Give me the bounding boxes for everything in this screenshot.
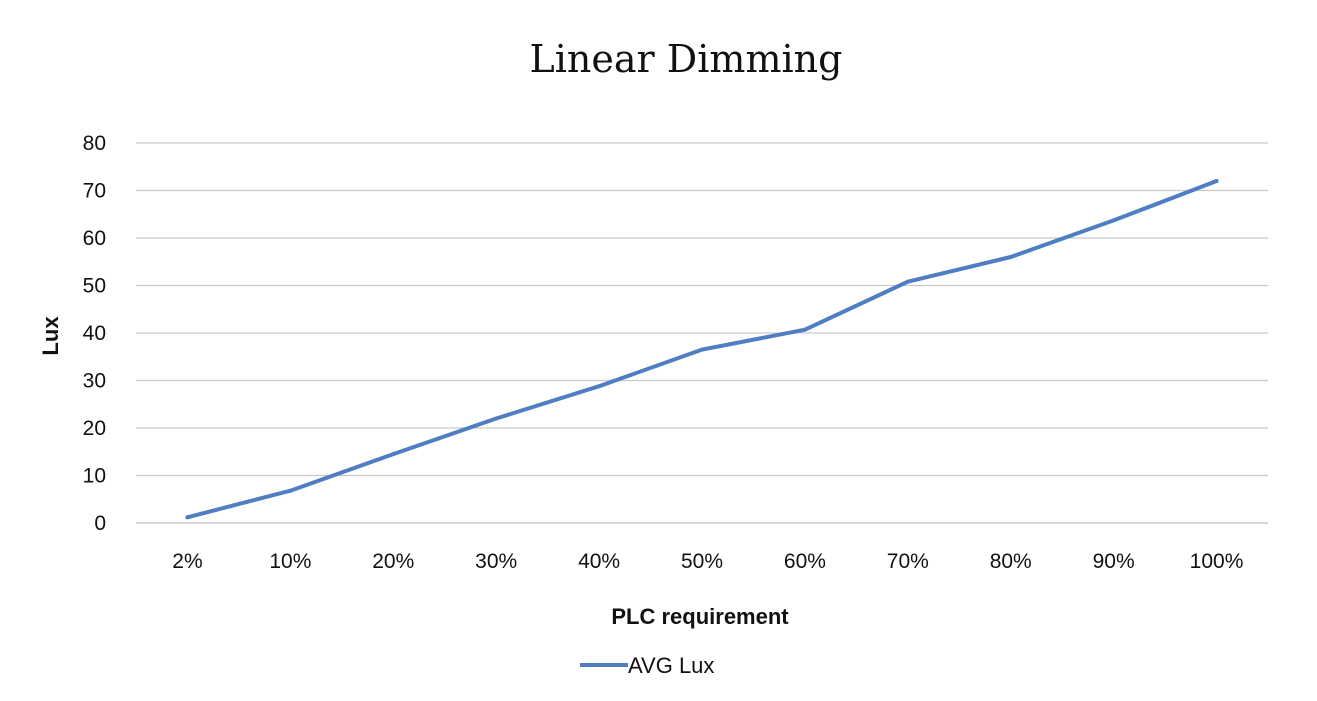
data-point — [700, 347, 704, 352]
legend-label-avg-lux: AVG Lux — [628, 653, 714, 678]
y-tick-label: 50 — [83, 275, 106, 298]
x-tick-label: 90% — [1093, 550, 1135, 573]
y-tick-label: 10 — [83, 465, 106, 488]
y-tick-label: 30 — [83, 370, 106, 393]
data-point — [494, 416, 499, 421]
data-point — [1008, 255, 1013, 259]
data-point — [1111, 218, 1116, 223]
data-point — [1214, 179, 1219, 183]
data-point — [391, 452, 396, 457]
x-axis-label: PLC requirement — [611, 604, 789, 629]
data-point — [288, 488, 293, 493]
x-axis-ticks: 2% 10% 20% 30% 40% 50% 60% 70% 80% 90% 100% — [172, 550, 1243, 573]
y-tick-label: 80 — [83, 132, 106, 155]
x-tick-label: 70% — [887, 550, 929, 573]
x-tick-label: 2% — [172, 550, 202, 573]
x-tick-label: 100% — [1190, 550, 1244, 573]
chart-title: Linear Dimming — [530, 37, 843, 81]
x-tick-label: 80% — [990, 550, 1032, 573]
y-tick-label: 60 — [83, 227, 106, 250]
gridlines — [136, 142, 1268, 524]
x-tick-label: 30% — [475, 550, 517, 573]
data-point — [185, 515, 190, 520]
series-layer — [185, 179, 1219, 520]
x-tick-label: 60% — [784, 550, 826, 573]
y-axis-ticks: 0 10 20 30 40 50 60 70 80 — [83, 132, 106, 535]
x-tick-label: 50% — [681, 550, 723, 573]
y-axis-label: Lux — [38, 316, 63, 356]
x-tick-label: 40% — [578, 550, 620, 573]
y-tick-label: 20 — [83, 417, 106, 440]
y-tick-label: 0 — [94, 512, 106, 535]
legend: AVG Lux — [580, 653, 714, 678]
data-point — [905, 279, 910, 284]
x-tick-label: 20% — [372, 550, 414, 573]
y-tick-label: 40 — [83, 322, 106, 345]
data-point — [802, 327, 807, 332]
y-tick-label: 70 — [83, 180, 106, 203]
data-point — [597, 384, 602, 389]
x-tick-label: 10% — [269, 550, 311, 573]
